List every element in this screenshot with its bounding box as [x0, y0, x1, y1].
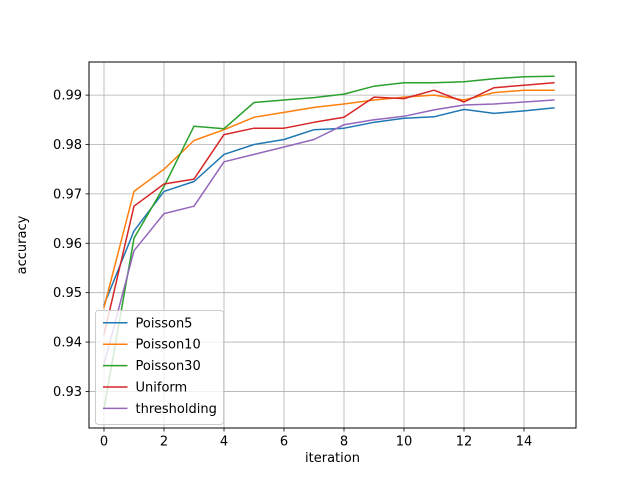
x-axis-label: iteration	[305, 451, 360, 466]
legend-label-thresholding: thresholding	[136, 402, 217, 417]
y-tick-label: 0.99	[53, 89, 82, 104]
data-series	[103, 75, 555, 410]
x-tick-label: 0	[100, 435, 108, 450]
y-tick-label: 0.97	[53, 187, 82, 202]
series-line-thresholding	[103, 99, 555, 366]
y-tick-label: 0.95	[53, 286, 82, 301]
legend-label-poisson5: Poisson5	[136, 316, 193, 331]
legend-label-uniform: Uniform	[136, 381, 188, 396]
legend-label-poisson30: Poisson30	[136, 359, 201, 374]
legend-item-thresholding: thresholding	[103, 402, 217, 417]
x-tick-label: 6	[280, 435, 288, 450]
axis-ticks: 0 2 4 6 8 10 12 14 0.93 0.94 0.95 0.96 0.97 0.98 0.99	[53, 89, 532, 450]
x-tick-label: 12	[456, 435, 473, 450]
y-tick-label: 0.93	[53, 385, 82, 400]
y-tick-label: 0.94	[53, 336, 82, 351]
legend-item-uniform: Uniform	[103, 381, 187, 396]
legend-box	[95, 310, 224, 425]
series-line-poisson30	[103, 75, 555, 410]
x-tick-label: 2	[160, 435, 168, 450]
y-axis-label: accuracy	[15, 215, 30, 274]
x-tick-label: 14	[516, 435, 533, 450]
legend: Poisson5 Poisson10 Poisson30 Uniform thresho…	[95, 310, 224, 425]
x-tick-label: 4	[220, 435, 228, 450]
legend-item-poisson10: Poisson10	[103, 338, 201, 353]
series-line-poisson5	[103, 107, 555, 306]
y-tick-label: 0.98	[53, 138, 82, 153]
legend-item-poisson30: Poisson30	[103, 359, 201, 374]
plot-border	[88, 61, 577, 429]
legend-label-poisson10: Poisson10	[136, 338, 201, 353]
y-tick-label: 0.96	[53, 237, 82, 252]
series-line-uniform	[103, 81, 555, 336]
x-tick-label: 8	[340, 435, 348, 450]
x-tick-label: 10	[396, 435, 413, 450]
legend-item-poisson5: Poisson5	[103, 316, 192, 331]
